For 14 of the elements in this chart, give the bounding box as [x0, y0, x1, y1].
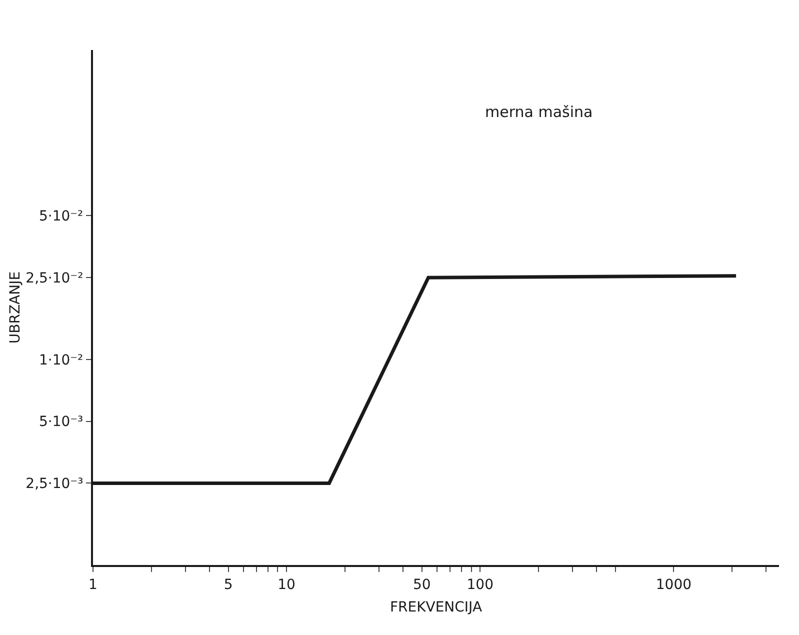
y-tick-label: 2,5·10⁻²	[26, 270, 84, 287]
x-axis-title: FREKVENCIJA	[390, 600, 482, 616]
x-tick-label: 1	[88, 576, 98, 593]
y-tick-label: 2,5·10⁻³	[26, 476, 84, 492]
x-tick-label: 50	[412, 576, 431, 593]
y-tick-label: 5·10⁻³	[39, 414, 84, 430]
y-tick-label: 5·10⁻²	[39, 208, 84, 225]
annotation: merna mašina	[485, 103, 593, 121]
y-axis-title: UBRZANJE	[8, 271, 24, 344]
x-tick-label: 10	[278, 576, 296, 593]
x-tick-label: 1000	[656, 576, 692, 593]
x-tick-label: 100	[466, 576, 494, 593]
y-tick-label: 1·10⁻²	[39, 352, 84, 368]
x-tick-label: 5	[224, 576, 233, 593]
